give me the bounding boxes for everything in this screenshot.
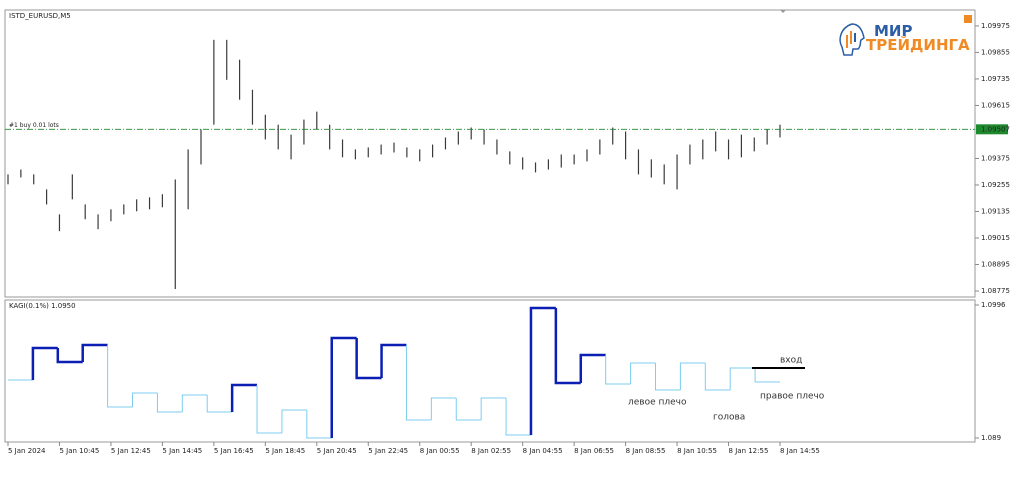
y-tick-label: 1.08895 xyxy=(981,261,1010,269)
kagi-line xyxy=(206,394,233,413)
x-tick-label: 5 Jan 20:45 xyxy=(317,447,357,455)
kagi-line xyxy=(505,397,531,436)
y-tick-label: 1.09255 xyxy=(981,181,1010,189)
kagi-line xyxy=(605,354,631,385)
kagi-title: KAGI(0.1%) 1.0950 xyxy=(9,302,76,310)
y-tick-label: 1.09135 xyxy=(981,207,1010,215)
kagi-line xyxy=(306,410,332,439)
last-price-box xyxy=(976,124,1008,135)
kagi-line xyxy=(380,343,407,379)
x-tick-label: 5 Jan 18:45 xyxy=(265,447,305,455)
kagi-line xyxy=(729,367,756,390)
x-tick-label: 8 Jan 12:55 xyxy=(729,447,769,455)
kagi-line xyxy=(81,343,108,362)
y-tick-label: 1.09735 xyxy=(981,75,1010,83)
annotation: левое плечо xyxy=(628,398,687,408)
kagi-line xyxy=(529,306,556,435)
x-tick-label: 8 Jan 10:55 xyxy=(677,447,717,455)
x-tick-label: 8 Jan 06:55 xyxy=(574,447,614,455)
logo-line2: ТРЕЙДИНГА xyxy=(866,35,970,54)
x-tick-label: 5 Jan 14:45 xyxy=(162,447,202,455)
x-tick-label: 8 Jan 00:55 xyxy=(420,447,460,455)
x-tick-label: 5 Jan 10:45 xyxy=(59,447,99,455)
kagi-line xyxy=(256,385,282,434)
logo: МИР ТРЕЙДИНГА xyxy=(839,22,970,56)
x-tick-label: 8 Jan 02:55 xyxy=(471,447,511,455)
x-tick-label: 5 Jan 22:45 xyxy=(368,447,408,455)
kagi-line xyxy=(630,362,656,385)
kagi-line xyxy=(654,362,681,391)
kagi-line xyxy=(156,392,183,413)
y-tick-label: 1.09015 xyxy=(981,234,1010,242)
kagi-line xyxy=(430,397,457,421)
y-tick-label: 1.089 xyxy=(981,434,1001,442)
kagi-line xyxy=(579,353,606,384)
kagi-line xyxy=(281,409,307,433)
kagi-line xyxy=(704,362,731,391)
y-tick-label: 1.09615 xyxy=(981,101,1010,109)
logo-icon xyxy=(839,23,865,56)
kagi-line xyxy=(405,345,432,421)
shift-marker xyxy=(780,10,786,13)
autotrade-icon xyxy=(964,15,972,23)
kagi-line xyxy=(754,367,780,383)
kagi-line xyxy=(330,336,357,438)
kagi-line xyxy=(181,394,208,413)
x-tick-label: 5 Jan 12:45 xyxy=(111,447,151,455)
logo-line1: МИР xyxy=(874,22,912,40)
kagi-line xyxy=(679,362,706,390)
last-price-label: 1.09507 xyxy=(981,125,1010,133)
y-tick-label: 1.08775 xyxy=(981,287,1010,295)
order-label: #1 buy 0.01 lots xyxy=(9,122,59,129)
price-panel xyxy=(4,9,976,298)
kagi-line xyxy=(554,308,581,385)
x-tick-label: 5 Jan 16:45 xyxy=(214,447,254,455)
x-tick-label: 8 Jan 14:55 xyxy=(780,447,820,455)
y-tick-label: 1.0996 xyxy=(981,301,1006,309)
chart-title: ISTD_EURUSD,M5 xyxy=(9,12,71,20)
y-tick-label: 1.09975 xyxy=(981,22,1010,30)
kagi-line xyxy=(56,348,83,364)
kagi-line xyxy=(107,345,133,408)
annotation: правое плечо xyxy=(760,392,825,402)
x-tick-label: 8 Jan 04:55 xyxy=(523,447,563,455)
y-tick-label: 1.09855 xyxy=(981,48,1010,56)
kagi-line xyxy=(230,383,258,413)
kagi-panel xyxy=(4,299,976,443)
x-tick-label: 5 Jan 2024 xyxy=(8,447,46,455)
kagi-line xyxy=(355,338,382,380)
y-tick-label: 1.09375 xyxy=(981,154,1010,162)
x-tick-label: 8 Jan 08:55 xyxy=(626,447,666,455)
annotation: голова xyxy=(713,413,745,423)
kagi-line xyxy=(480,397,507,421)
kagi-line xyxy=(31,346,58,381)
kagi-line xyxy=(132,392,158,408)
kagi-line xyxy=(455,397,482,421)
annotation: вход xyxy=(780,356,802,366)
